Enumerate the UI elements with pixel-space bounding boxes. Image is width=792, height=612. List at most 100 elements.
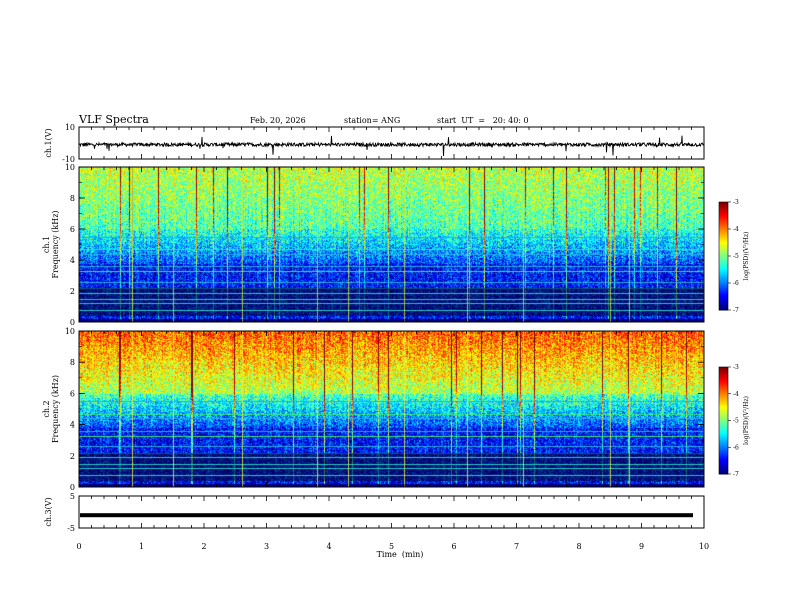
colorbar-swatch-1-15 <box>719 229 728 232</box>
colorbar-swatch-2-44 <box>719 445 728 448</box>
colorbar-swatch-2-9 <box>719 383 728 386</box>
colorbar-swatch-2-3 <box>719 372 728 375</box>
colorbar-swatch-2-16 <box>719 395 728 398</box>
colorbar-swatch-2-10 <box>719 384 728 388</box>
colorbar-tick-label-1-3: -6 <box>733 280 739 287</box>
colorbar-swatch-2-51 <box>719 457 728 461</box>
colorbar-swatch-2-55 <box>719 465 728 468</box>
colorbar-swatch-1-50 <box>719 292 728 295</box>
colorbar-swatch-1-34 <box>719 263 728 266</box>
colorbar-swatch-2-53 <box>719 461 728 464</box>
colorbar-swatch-1-24 <box>719 245 728 248</box>
colorbar-swatch-1-10 <box>719 220 728 223</box>
colorbar-swatch-1-13 <box>719 225 728 228</box>
colorbar-swatch-2-33 <box>719 425 728 429</box>
y-axis-label-2-0: ch.2 <box>42 400 51 417</box>
y-axis-label-3-0: ch.3(V) <box>44 497 53 526</box>
colorbar-swatch-1-9 <box>719 218 728 221</box>
y-tick-label-0-1: -10 <box>62 155 75 164</box>
x-tick-label-1: 1 <box>139 542 144 551</box>
colorbar-swatch-1-36 <box>719 266 728 270</box>
x-tick-label-4: 4 <box>326 542 331 551</box>
colorbar-tick-label-1-2: -5 <box>733 253 739 260</box>
x-tick-label-6: 6 <box>451 542 456 551</box>
colorbar-swatch-2-40 <box>719 438 728 441</box>
y-tick-label-3-1: -5 <box>67 524 75 533</box>
colorbar-swatch-2-14 <box>719 391 728 395</box>
colorbar-swatch-2-26 <box>719 413 728 416</box>
y-tick-label-3-0: 5 <box>70 492 75 501</box>
colorbar-swatch-1-12 <box>719 223 728 226</box>
time-axis: Time (min) 0 1 2 3 4 5 6 7 8 9 10 <box>76 542 709 559</box>
colorbar-swatch-1-44 <box>719 281 728 284</box>
colorbar-swatch-1-35 <box>719 265 728 268</box>
colorbar-tick-label-2-2: -5 <box>733 418 739 425</box>
y-axis-label-0-0: ch.1(V) <box>44 128 53 157</box>
colorbar-swatch-2-29 <box>719 418 728 421</box>
x-tick-label-5: 5 <box>389 542 394 551</box>
ch3-waveform-trace <box>80 513 693 518</box>
colorbar-swatch-1-28 <box>719 252 728 255</box>
colorbar-swatch-1-54 <box>719 299 728 302</box>
spectrogram-image-2 <box>79 331 704 487</box>
colorbar-swatch-1-33 <box>719 261 728 264</box>
colorbar-swatch-2-48 <box>719 452 728 455</box>
colorbar-swatch-1-38 <box>719 270 728 273</box>
y-tick-label-0-0: 10 <box>65 123 75 132</box>
colorbar-swatch-1-4 <box>719 209 728 212</box>
colorbar-swatch-1-3 <box>719 207 728 210</box>
y-tick-label-2-4: 8 <box>70 358 75 367</box>
colorbar-swatch-1-11 <box>719 221 728 225</box>
x-tick-label-3: 3 <box>264 542 269 551</box>
colorbar-swatch-1-5 <box>719 211 728 214</box>
colorbar-swatch-2-32 <box>719 424 728 427</box>
x-tick-label-8: 8 <box>576 542 581 551</box>
colorbar-swatch-2-11 <box>719 386 728 389</box>
colorbar-swatch-2-45 <box>719 447 728 450</box>
y-tick-label-2-5: 10 <box>65 327 75 336</box>
colorbar-swatch-1-25 <box>719 247 728 250</box>
colorbar-swatch-1-16 <box>719 230 728 234</box>
y-tick-label-2-3: 6 <box>70 389 75 398</box>
colorbar-swatch-1-21 <box>719 239 728 243</box>
colorbar-swatch-2-41 <box>719 440 728 443</box>
colorbar-swatch-1-48 <box>719 288 728 291</box>
colorbar-swatch-2-13 <box>719 390 728 393</box>
colorbar-swatch-2-35 <box>719 429 728 432</box>
colorbar-swatch-2-36 <box>719 431 728 434</box>
colorbar-swatch-2-20 <box>719 402 728 405</box>
colorbar-swatch-2-43 <box>719 443 728 446</box>
colorbar-swatch-1-40 <box>719 274 728 277</box>
colorbar-swatch-1-0 <box>719 202 728 205</box>
ch2-colorbar: -3 -4 -5 -6 -7 log(PSD)(V²/Hz) <box>718 364 750 478</box>
colorbar-swatch-2-30 <box>719 420 728 423</box>
colorbar-tick-label-1-1: -4 <box>733 226 739 233</box>
colorbar-swatch-1-37 <box>719 268 728 271</box>
ch1-spectrogram-panel: 0 2 4 6 8 10 ch.1 Frequency (kHz) <box>42 163 705 327</box>
colorbar-swatch-1-52 <box>719 295 728 298</box>
colorbar-swatch-2-17 <box>719 397 728 400</box>
colorbar-swatch-2-34 <box>719 427 728 430</box>
y-tick-label-1-0: 0 <box>70 318 75 327</box>
colorbar-swatch-2-0 <box>719 367 728 370</box>
colorbar-swatch-1-41 <box>719 275 728 279</box>
colorbar-swatch-1-39 <box>719 272 728 275</box>
colorbar-swatch-2-8 <box>719 381 728 384</box>
station-label: station= ANG <box>344 116 400 125</box>
colorbar-swatch-1-27 <box>719 250 728 253</box>
y-tick-label-1-1: 2 <box>70 287 75 296</box>
colorbar-tick-label-1-0: -3 <box>733 199 739 206</box>
colorbar-swatch-2-5 <box>719 375 728 379</box>
colorbar-swatch-2-18 <box>719 399 728 402</box>
colorbar-swatch-2-7 <box>719 379 728 382</box>
colorbar-swatch-1-8 <box>719 216 728 219</box>
colorbar-swatch-1-14 <box>719 227 728 230</box>
colorbar-tick-label-2-1: -4 <box>733 391 739 398</box>
x-tick-label-10: 10 <box>699 542 709 551</box>
date-label: Feb. 20, 2026 <box>250 116 306 125</box>
y-tick-label-2-1: 2 <box>70 452 75 461</box>
y-tick-label-2-0: 0 <box>70 483 75 492</box>
colorbar-swatch-2-59 <box>719 472 728 475</box>
colorbar-swatch-1-51 <box>719 293 728 297</box>
